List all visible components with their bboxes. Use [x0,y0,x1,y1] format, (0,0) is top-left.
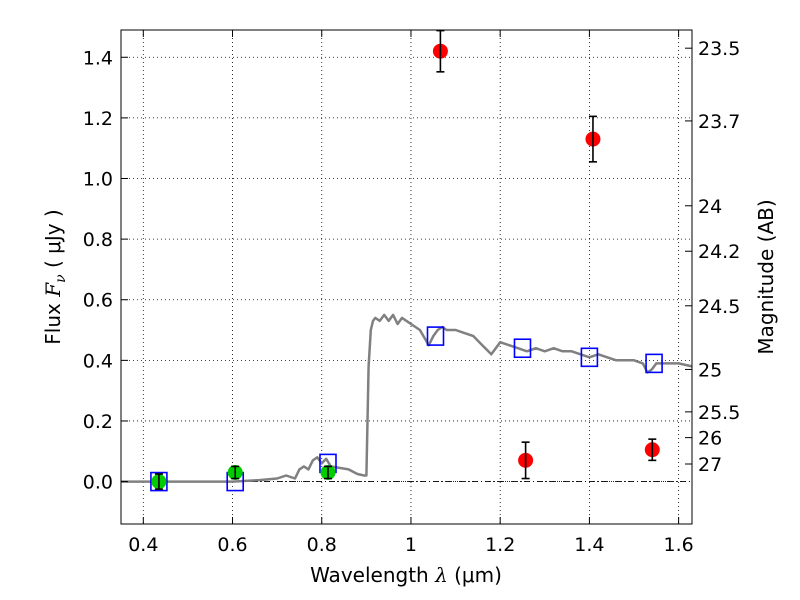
x-tick-label: 1 [405,534,417,556]
y-tick-label: 1.0 [83,169,113,191]
axis-ticks: 0.4 0.6 0.8 1 1.2 1.4 1.6 0.0 0.2 0.4 0.6 0.8 1.0 1.2… [83,30,740,556]
model-band-square [513,338,532,359]
y-tick-label: 1.4 [83,47,113,69]
y-axis-label: Flux Fν ( μJy ) [41,209,69,344]
y-tick-label: 0.8 [83,229,113,251]
y-tick-label: 0.4 [83,350,113,372]
y2-tick-label: 26 [698,428,722,450]
x-tick-label: 1.2 [485,534,515,556]
model-band-square [580,347,599,368]
x-tick-label: 0.4 [128,534,158,556]
model-band-square [645,353,663,374]
y2-tick-label: 23.5 [698,38,740,60]
x-axis-label: Wavelength λ (μm) [310,563,502,587]
y2-tick-label: 23.7 [698,111,740,133]
model-band-square [426,326,445,346]
data-markers [150,29,663,492]
y-tick-label: 0.2 [83,411,113,433]
plot-frame [120,29,693,525]
y-tick-label: 0.6 [83,290,113,312]
y2-axis-label: Magnitude (AB) [754,199,778,354]
y-tick-label: 1.2 [83,108,113,130]
y2-tick-label: 25 [698,359,722,381]
x-tick-label: 0.8 [307,534,337,556]
x-tick-label: 0.6 [217,534,247,556]
plot-background [121,30,692,524]
y2-tick-label: 25.5 [698,402,740,424]
y2-tick-label: 24.5 [698,296,740,318]
x-tick-label: 1.6 [664,534,694,556]
y2-tick-label: 27 [698,454,722,476]
y-tick-label: 0.0 [83,472,113,494]
x-tick-label: 1.4 [574,534,604,556]
y2-tick-label: 24 [698,196,722,218]
y2-tick-label: 24.2 [698,241,740,263]
model-band-square [150,471,168,492]
